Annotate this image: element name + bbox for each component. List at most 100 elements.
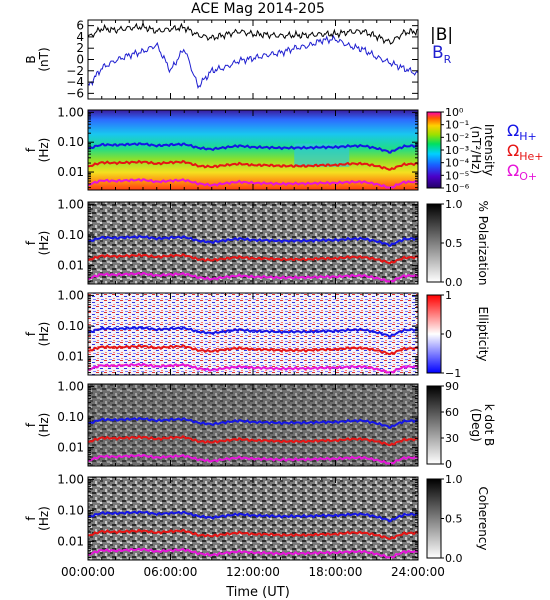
x-tick-label: 24:00:00 <box>391 565 445 579</box>
ellipticity-y-axis-label: f(Hz) <box>24 322 51 347</box>
freq-tick-label: 0.10 <box>57 135 84 149</box>
omega-he-line <box>87 435 419 447</box>
freq-tick-label: 1.00 <box>57 379 84 393</box>
colorbar-tick-label: 10⁻⁶ <box>445 182 470 195</box>
omega-h-line <box>87 510 419 523</box>
colorbar-tick-label: 10⁻¹ <box>445 119 469 132</box>
colorbar-label-main: k dot B <box>482 404 496 446</box>
x-tick-label: 12:00:00 <box>226 565 280 579</box>
y-tick-label: 0 <box>76 53 84 67</box>
freq-label-unit: (Hz) <box>37 413 51 438</box>
coherence-spectrogram <box>88 477 418 560</box>
x-axis-label: Time (UT) <box>225 585 290 600</box>
freq-tick-label: 0.01 <box>57 534 84 548</box>
legend-b-radial: BR <box>432 43 452 66</box>
y-tick-label: 4 <box>76 30 84 44</box>
colorbar-tick-label: 10⁻⁴ <box>445 157 470 170</box>
kdotb-shade <box>88 384 418 466</box>
freq-label-f: f <box>24 422 38 427</box>
colorbar-tick-label: 1.0 <box>445 473 463 486</box>
polarization-colorbar <box>426 203 442 283</box>
colorbar-tick-label: 60 <box>445 406 459 419</box>
colorbar-label-main: % Polarization <box>476 201 490 286</box>
omega-o-line <box>87 362 419 374</box>
freq-tick-label: 1.00 <box>57 105 84 119</box>
omega-o-line <box>87 178 419 189</box>
legend-omega-o-sub: O+ <box>519 170 537 183</box>
kdotb-colorbar-label: k dot B(Deg) <box>469 404 496 446</box>
omega-o-line <box>87 547 419 559</box>
omega-he-line <box>87 344 419 356</box>
freq-label-f: f <box>24 240 38 245</box>
coherence-y-axis-label: f(Hz) <box>24 506 51 531</box>
field-y-axis-label: B(nT) <box>24 47 51 71</box>
legend-b-radial-sub: R <box>444 53 452 66</box>
freq-tick-label: 0.01 <box>57 441 84 455</box>
legend-omega-o-base: Ω <box>507 161 519 180</box>
coherence-colorbar <box>426 478 442 559</box>
intensity-colorbar <box>426 111 442 189</box>
panel-polarization: 1.00 0.10 0.01 f(Hz) 1.0 0.5 0.0 % Polarization <box>24 197 490 289</box>
omega-he-line <box>87 528 419 541</box>
polarization-y-axis-label: f(Hz) <box>24 231 51 256</box>
freq-tick-label: 0.01 <box>57 259 84 273</box>
intensity-y-axis-label: f(Hz) <box>24 138 51 163</box>
colorbar-tick-label: 10⁻⁵ <box>445 169 469 182</box>
colorbar-tick-label: 0.5 <box>445 513 463 526</box>
colorbar-tick-label: −1 <box>445 367 461 380</box>
y-tick-label: −2 <box>66 64 84 78</box>
panel-ellipticity: 1.00 0.10 0.01 f(Hz) 1 0 −1 Ellipticity <box>24 288 490 380</box>
coherence-colorbar-label: Coherency <box>476 486 490 550</box>
intensity-spectrogram <box>88 110 418 190</box>
freq-label-unit: (Hz) <box>37 138 51 163</box>
figure-title: ACE Mag 2014-205 <box>191 1 325 17</box>
colorbar-tick-label: 90 <box>445 380 459 393</box>
field-y-label-main: B <box>24 55 38 63</box>
kdotb-spectrogram <box>88 384 418 466</box>
colorbar-tick-label: 1.0 <box>445 198 463 211</box>
legend-omega-h: ΩH+ <box>507 121 537 143</box>
freq-label-unit: (Hz) <box>37 231 51 256</box>
legend-omega-h-sub: H+ <box>519 130 537 143</box>
freq-tick-label: 1.00 <box>57 472 84 486</box>
omega-he-line <box>87 159 419 171</box>
freq-tick-label: 0.10 <box>57 503 84 517</box>
panel-kdotb: 1.00 0.10 0.01 f(Hz) 90 60 30 0 k dot B(Deg) <box>24 379 496 471</box>
x-tick-label: 18:00:00 <box>309 565 363 579</box>
freq-tick-label: 0.01 <box>57 350 84 364</box>
colorbar-label-unit: (nT²/Hz) <box>469 126 483 174</box>
omega-h-line <box>87 235 419 247</box>
ellipticity-colorbar <box>426 294 442 374</box>
freq-label-f: f <box>24 516 38 521</box>
x-tick-label: 06:00:00 <box>144 565 198 579</box>
colorbar-tick-label: 0 <box>445 458 452 471</box>
x-tick-label: 00:00:00 <box>61 565 115 579</box>
colorbar-label-main: Coherency <box>476 486 490 550</box>
colorbar-tick-label: 10⁻³ <box>445 144 469 157</box>
colorbar-tick-label: 10⁻² <box>445 131 469 144</box>
colorbar-tick-label: 0 <box>445 328 452 341</box>
kdotb-y-axis-label: f(Hz) <box>24 413 51 438</box>
freq-tick-label: 1.00 <box>57 288 84 302</box>
y-tick-label: −6 <box>66 86 84 100</box>
y-tick-label: 2 <box>76 41 84 55</box>
intensity-colorbar-label: Intensity(nT²/Hz) <box>469 124 496 176</box>
colorbar-tick-label: 30 <box>445 432 459 445</box>
field-y-label-unit: (nT) <box>37 47 51 71</box>
series-b-radial-line <box>87 34 419 90</box>
colorbar-tick-label: 0.0 <box>445 552 463 565</box>
colorbar-tick-label: 1 <box>445 289 452 302</box>
y-tick-label: −4 <box>66 75 84 89</box>
freq-tick-label: 0.10 <box>57 228 84 242</box>
freq-label-unit: (Hz) <box>37 506 51 531</box>
freq-tick-label: 1.00 <box>57 197 84 211</box>
intensity-band-highlight <box>294 143 350 167</box>
omega-he-line <box>87 253 419 265</box>
panel-coherence: 1.00 0.10 0.01 f(Hz) 1.0 0.5 0.0 Coherency 00:00… <box>24 472 490 579</box>
colorbar-tick-label: 0.5 <box>445 237 463 250</box>
freq-tick-label: 0.10 <box>57 319 84 333</box>
legend-omega-he: ΩHe+ <box>507 141 544 163</box>
series-b-total-line <box>87 21 419 45</box>
freq-tick-label: 0.10 <box>57 410 84 424</box>
